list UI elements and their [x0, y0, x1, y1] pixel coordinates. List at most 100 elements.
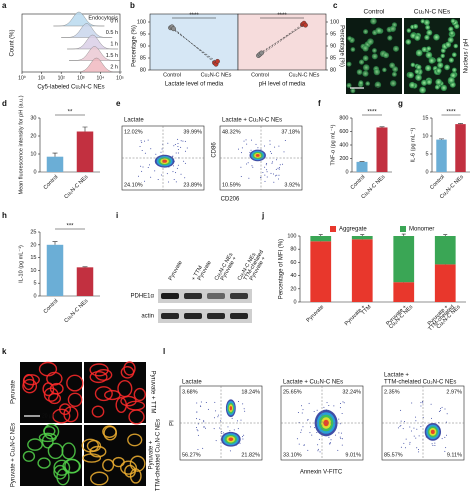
- histogram-curve: [68, 46, 120, 61]
- event: [420, 405, 422, 407]
- x-tick-label: 10²: [58, 75, 66, 81]
- cell: [358, 59, 365, 65]
- event: [144, 152, 146, 154]
- cell: [64, 458, 81, 474]
- event: [154, 170, 156, 172]
- event: [337, 449, 339, 451]
- x-tick-label: Cu₂N-C NEs: [201, 72, 232, 78]
- quadrant-value: 48.32%: [222, 129, 241, 135]
- significance: ****: [277, 13, 287, 19]
- event: [237, 428, 239, 430]
- cell: [370, 17, 377, 25]
- cell: [407, 71, 414, 79]
- cell: [437, 62, 444, 69]
- error-bar: [360, 234, 365, 236]
- panel-letter: g: [398, 99, 403, 108]
- event: [439, 408, 441, 410]
- cell: [120, 395, 137, 407]
- event: [260, 149, 262, 151]
- y-tick-label: 100: [287, 233, 296, 239]
- event: [205, 401, 207, 403]
- quadrant-value: 3.68%: [182, 389, 198, 395]
- event: [339, 407, 341, 409]
- cell: [440, 84, 448, 92]
- cell: [37, 457, 51, 469]
- band-label: actin: [141, 314, 154, 320]
- event: [221, 432, 223, 434]
- event: [148, 164, 150, 166]
- bar-segment: [351, 236, 373, 240]
- event: [342, 438, 344, 440]
- significance: ****: [446, 110, 456, 116]
- cell: [362, 70, 369, 77]
- cell: [449, 30, 455, 36]
- event: [177, 149, 179, 151]
- cell: [120, 365, 135, 379]
- y-tick-label: 10: [30, 268, 36, 274]
- event: [199, 418, 201, 420]
- data-point: [259, 50, 264, 56]
- event: [270, 152, 272, 154]
- cell: [66, 374, 84, 392]
- cell: [362, 45, 369, 52]
- quadrant-value: 85.57%: [384, 452, 403, 458]
- panel-background: [149, 13, 239, 71]
- x-axis-label: Cy5-labeled Cu₂N-C NEs: [37, 85, 104, 91]
- event: [445, 447, 447, 449]
- event: [172, 165, 174, 167]
- cell: [445, 41, 452, 48]
- cell: [133, 387, 147, 402]
- event: [205, 427, 207, 429]
- cell: [112, 456, 125, 468]
- quadrant-value: 9.11%: [447, 452, 462, 458]
- event: [168, 181, 170, 183]
- event: [177, 145, 179, 147]
- cell: [117, 379, 133, 398]
- event: [237, 401, 239, 403]
- cell: [382, 67, 387, 73]
- bar: [76, 131, 94, 172]
- event: [137, 175, 139, 177]
- bar: [46, 244, 64, 296]
- event: [150, 176, 152, 178]
- event: [422, 402, 424, 404]
- event: [229, 430, 231, 432]
- event: [180, 146, 182, 148]
- y-tick-label: 20: [290, 286, 296, 292]
- y-tick-label: 0: [345, 169, 348, 175]
- histogram-curve: [53, 11, 105, 27]
- panel-letter: c: [333, 1, 338, 10]
- quadrant-value: 24.10%: [124, 182, 143, 188]
- event: [421, 401, 423, 403]
- error-bar: [82, 126, 88, 132]
- error-bar: [82, 266, 88, 268]
- event: [317, 444, 319, 446]
- histogram-curve: [61, 23, 113, 38]
- event: [244, 410, 246, 412]
- event: [221, 431, 223, 433]
- significance: **: [68, 110, 73, 116]
- cell: [43, 387, 59, 402]
- density-blob: [162, 159, 168, 163]
- event: [196, 418, 198, 420]
- cell: [23, 374, 40, 386]
- event: [245, 139, 247, 141]
- density-blob: [229, 406, 233, 411]
- error-bar: [318, 234, 323, 236]
- event: [207, 408, 209, 410]
- panel-letter: a: [2, 1, 7, 10]
- x-tick-label: Control: [163, 72, 181, 78]
- event: [240, 419, 242, 421]
- error-bar: [401, 233, 406, 236]
- y-tick-label: 0: [33, 169, 36, 175]
- event: [417, 449, 419, 451]
- y-axis-label: PI: [170, 420, 176, 426]
- cell: [416, 64, 422, 70]
- density-blob: [228, 437, 234, 442]
- event: [243, 408, 245, 410]
- series-label: 1.5 h: [106, 53, 118, 59]
- y-tick-label: 85: [330, 55, 336, 61]
- plot-title: Lactate: [182, 380, 202, 386]
- event: [420, 402, 422, 404]
- event: [430, 403, 432, 405]
